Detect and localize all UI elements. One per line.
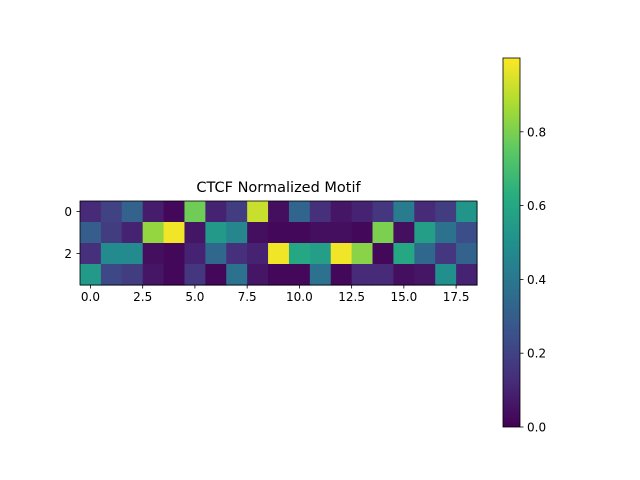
heatmap-cell bbox=[456, 222, 478, 244]
heatmap-cell bbox=[288, 264, 311, 286]
heatmap-cell bbox=[435, 243, 457, 265]
heatmap-cell bbox=[80, 264, 102, 286]
heatmap-cell bbox=[142, 264, 165, 286]
heatmap-cell bbox=[142, 243, 165, 265]
heatmap-cell bbox=[142, 201, 165, 223]
heatmap-cell bbox=[435, 201, 457, 223]
heatmap-cell bbox=[435, 222, 457, 244]
heatmap-cell bbox=[372, 243, 395, 265]
heatmap-cell bbox=[393, 201, 415, 223]
heatmap-cell bbox=[205, 264, 227, 286]
heatmap-cell bbox=[184, 222, 206, 244]
heatmap-cell bbox=[100, 201, 123, 223]
x-tick-label: 15.0 bbox=[391, 290, 418, 304]
heatmap-cell bbox=[309, 264, 332, 286]
heatmap-cell bbox=[288, 243, 311, 265]
heatmap-cell bbox=[393, 222, 415, 244]
colorbar-tick-label: 0.0 bbox=[527, 421, 546, 435]
heatmap-cell bbox=[247, 243, 269, 265]
x-tick-label: 10.0 bbox=[286, 290, 313, 304]
colorbar-tick-label: 0.8 bbox=[527, 125, 546, 139]
heatmap-cell bbox=[330, 222, 353, 244]
heatmap-cell bbox=[163, 243, 186, 265]
heatmap-cell bbox=[163, 222, 186, 244]
colorbar-gradient bbox=[503, 58, 520, 427]
heatmap-cell bbox=[184, 243, 206, 265]
heatmap-axes: 0.0 2.5 5.0 7.5 10.0 12.5 15.0 17.5 0 2 bbox=[64, 200, 478, 304]
heatmap-cell bbox=[121, 222, 144, 244]
x-tick-label: 5.0 bbox=[185, 290, 204, 304]
x-tick-label: 7.5 bbox=[238, 290, 257, 304]
heatmap-cell bbox=[414, 243, 436, 265]
heatmap-cell bbox=[226, 201, 248, 223]
heatmap-cell bbox=[163, 264, 186, 286]
heatmap-cell bbox=[414, 222, 436, 244]
colorbar-frame bbox=[502, 57, 521, 428]
heatmap-cell bbox=[80, 243, 102, 265]
y-tick-label: 0 bbox=[64, 205, 72, 219]
heatmap-cell bbox=[351, 201, 374, 223]
heatmap-cell bbox=[309, 222, 332, 244]
heatmap-cell bbox=[247, 201, 269, 223]
heatmap-cell bbox=[100, 264, 123, 286]
heatmap-cell bbox=[100, 243, 123, 265]
heatmap-cell bbox=[372, 222, 395, 244]
colorbar-tick-label: 0.4 bbox=[527, 273, 546, 287]
heatmap-cell bbox=[80, 222, 102, 244]
x-tick-label: 0.0 bbox=[81, 290, 100, 304]
heatmap-cell bbox=[184, 201, 206, 223]
colorbar-tick-label: 0.2 bbox=[527, 347, 546, 361]
heatmap-cell bbox=[247, 264, 269, 286]
heatmap-cell bbox=[268, 222, 290, 244]
heatmap-cell bbox=[351, 264, 374, 286]
heatmap-cell bbox=[121, 201, 144, 223]
heatmap-cell bbox=[247, 222, 269, 244]
heatmap-cell bbox=[288, 222, 311, 244]
heatmap-cell bbox=[121, 243, 144, 265]
colorbar-tick-label: 0.6 bbox=[527, 199, 546, 213]
heatmap-cells bbox=[80, 201, 478, 286]
heatmap-cell bbox=[372, 264, 395, 286]
x-tick-label: 17.5 bbox=[443, 290, 470, 304]
heatmap-cell bbox=[393, 243, 415, 265]
heatmap-cell bbox=[393, 264, 415, 286]
heatmap-cell bbox=[226, 222, 248, 244]
chart-title: CTCF Normalized Motif bbox=[196, 180, 361, 196]
heatmap-cell bbox=[456, 201, 478, 223]
colorbar: 0.0 0.2 0.4 0.6 0.8 bbox=[502, 57, 546, 435]
heatmap-cell bbox=[330, 201, 353, 223]
heatmap-cell bbox=[268, 243, 290, 265]
heatmap-cell bbox=[414, 201, 436, 223]
x-tick-label: 12.5 bbox=[338, 290, 365, 304]
heatmap-cell bbox=[456, 264, 478, 286]
heatmap-cell bbox=[330, 264, 353, 286]
heatmap-cell bbox=[351, 222, 374, 244]
heatmap-cell bbox=[372, 201, 395, 223]
heatmap-cell bbox=[80, 201, 102, 223]
plot-frame bbox=[79, 200, 478, 286]
x-tick-label: 2.5 bbox=[133, 290, 152, 304]
heatmap-cell bbox=[435, 264, 457, 286]
heatmap-cell bbox=[309, 243, 332, 265]
heatmap-cell bbox=[351, 243, 374, 265]
heatmap-cell bbox=[205, 222, 227, 244]
heatmap-cell bbox=[205, 201, 227, 223]
heatmap-cell bbox=[163, 201, 186, 223]
heatmap-cell bbox=[330, 243, 353, 265]
heatmap-cell bbox=[309, 201, 332, 223]
heatmap-cell bbox=[142, 222, 165, 244]
heatmap-cell bbox=[288, 201, 311, 223]
heatmap-cell bbox=[414, 264, 436, 286]
heatmap-cell bbox=[226, 243, 248, 265]
heatmap-cell bbox=[184, 264, 206, 286]
heatmap-cell bbox=[100, 222, 123, 244]
heatmap-cell bbox=[268, 264, 290, 286]
heatmap-cell bbox=[226, 264, 248, 286]
heatmap-cell bbox=[456, 243, 478, 265]
y-tick-label: 2 bbox=[64, 247, 72, 261]
heatmap-cell bbox=[121, 264, 144, 286]
heatmap-cell bbox=[268, 201, 290, 223]
heatmap-cell bbox=[205, 243, 227, 265]
